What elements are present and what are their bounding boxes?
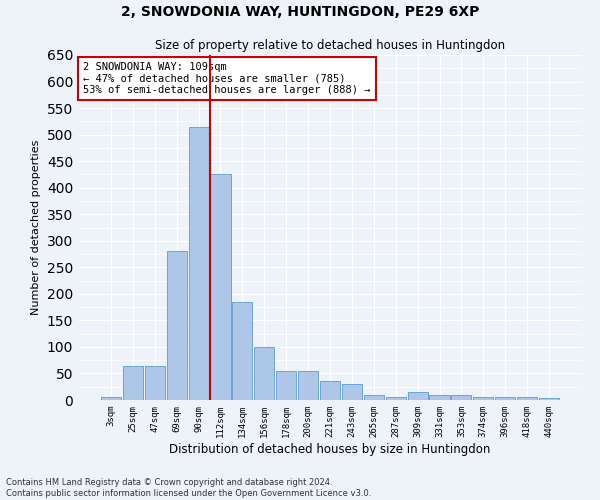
- Bar: [386, 398, 406, 400]
- Bar: [123, 366, 143, 400]
- Bar: [101, 398, 121, 400]
- Bar: [298, 371, 318, 400]
- Text: 2, SNOWDONIA WAY, HUNTINGDON, PE29 6XP: 2, SNOWDONIA WAY, HUNTINGDON, PE29 6XP: [121, 5, 479, 19]
- Bar: [451, 394, 472, 400]
- Bar: [430, 394, 449, 400]
- Bar: [473, 398, 493, 400]
- Text: 2 SNOWDONIA WAY: 109sqm
← 47% of detached houses are smaller (785)
53% of semi-d: 2 SNOWDONIA WAY: 109sqm ← 47% of detache…: [83, 62, 371, 95]
- Bar: [364, 394, 384, 400]
- Bar: [539, 398, 559, 400]
- Title: Size of property relative to detached houses in Huntingdon: Size of property relative to detached ho…: [155, 40, 505, 52]
- Bar: [407, 392, 428, 400]
- Bar: [232, 302, 253, 400]
- Bar: [517, 398, 537, 400]
- Bar: [188, 126, 209, 400]
- Text: Contains HM Land Registry data © Crown copyright and database right 2024.
Contai: Contains HM Land Registry data © Crown c…: [6, 478, 371, 498]
- Bar: [167, 252, 187, 400]
- Y-axis label: Number of detached properties: Number of detached properties: [31, 140, 41, 315]
- X-axis label: Distribution of detached houses by size in Huntingdon: Distribution of detached houses by size …: [169, 442, 491, 456]
- Bar: [276, 371, 296, 400]
- Bar: [342, 384, 362, 400]
- Bar: [145, 366, 165, 400]
- Bar: [495, 398, 515, 400]
- Bar: [254, 347, 274, 400]
- Bar: [211, 174, 230, 400]
- Bar: [320, 382, 340, 400]
